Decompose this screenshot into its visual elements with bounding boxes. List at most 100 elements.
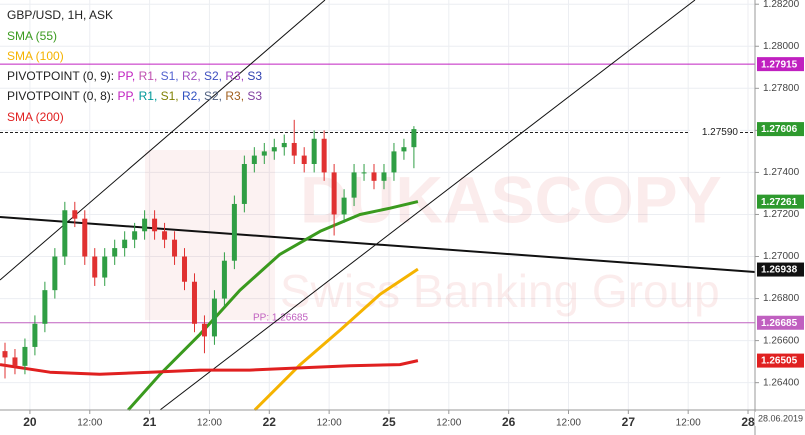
y-tick-label: 1.27400 xyxy=(763,167,800,178)
price-tag-label: 1.26938 xyxy=(761,265,798,276)
price-tag-label: 1.26505 xyxy=(761,356,798,367)
candle-body xyxy=(301,155,307,164)
candle-body xyxy=(211,298,217,337)
channel-line xyxy=(159,0,696,411)
y-tick-label: 1.27800 xyxy=(763,83,800,94)
grid xyxy=(0,0,755,410)
legend-part: S2, xyxy=(204,69,225,83)
level-label: 1.27590 xyxy=(702,127,739,138)
candle-body xyxy=(251,155,257,164)
chart-title: GBP/USD, 1H, ASK xyxy=(7,8,113,22)
level-label-bg xyxy=(690,126,740,139)
x-tick-label: 12:00 xyxy=(556,418,581,429)
candle-body xyxy=(2,351,8,358)
legend-part: PP, xyxy=(117,89,138,103)
candle-body xyxy=(172,239,178,257)
legend-entry: SMA (100) xyxy=(7,49,64,63)
candle-body xyxy=(12,357,18,366)
legend-part: S1, xyxy=(161,89,182,103)
candle-body xyxy=(191,281,197,324)
legend-part: R2, xyxy=(182,89,204,103)
candle-body xyxy=(22,346,28,366)
legend-entry: PIVOTPOINT (0, 9): PP, R1, S1, R2, S2, R… xyxy=(7,69,262,83)
trend-line xyxy=(0,216,756,273)
legend-entry: PIVOTPOINT (0, 8): PP, R1, S1, R2, S2, R… xyxy=(7,89,262,103)
sma-line xyxy=(0,359,419,376)
candle-body xyxy=(62,210,68,257)
watermark-subtitle: Swiss Banking Group xyxy=(280,265,720,317)
legend-part: S3 xyxy=(247,89,262,103)
candle-body xyxy=(321,138,327,173)
legend-part: R1, xyxy=(139,89,161,103)
price-tag-label: 1.27261 xyxy=(761,197,798,208)
candle-body xyxy=(341,197,347,215)
x-tick-label: 25 xyxy=(382,415,396,429)
x-tick-label: 26 xyxy=(502,415,516,429)
axes: 1.26400 1.26600 1.26800 1.27000 1.27200 1.274… xyxy=(23,0,804,429)
candle-body xyxy=(281,142,287,148)
candle-body xyxy=(142,218,148,232)
price-tag xyxy=(757,353,804,368)
candle-body xyxy=(361,172,367,174)
legend-name: PIVOTPOINT (0, 9): xyxy=(7,69,117,83)
legend-part: R3, xyxy=(225,89,247,103)
candle-body xyxy=(371,172,377,181)
date-box xyxy=(755,412,805,426)
legend-part: PP, xyxy=(117,69,138,83)
price-tag-label: 1.27606 xyxy=(761,124,798,135)
x-tick-label: 21 xyxy=(143,415,157,429)
y-tick-label: 1.28200 xyxy=(763,0,800,10)
candle-body xyxy=(221,260,227,299)
x-tick-label: 20 xyxy=(23,415,37,429)
channel-line xyxy=(0,0,326,281)
x-tick-label: 12:00 xyxy=(197,418,222,429)
candle-body xyxy=(351,172,357,198)
sma-line xyxy=(253,267,419,412)
candle-body xyxy=(311,138,317,164)
price-tag xyxy=(757,315,804,330)
x-tick-label: 28 xyxy=(741,415,755,429)
x-tick-label: 12:00 xyxy=(317,418,342,429)
y-tick-label: 1.26600 xyxy=(763,335,800,346)
candle-body xyxy=(261,151,267,156)
watermark-title: DUKASCOPY xyxy=(300,162,722,236)
price-tag-label: 1.27915 xyxy=(761,59,798,70)
price-tag-label: 1.26685 xyxy=(761,318,798,329)
candle-body xyxy=(32,323,38,347)
legend-entry: SMA (200) xyxy=(7,110,64,124)
candle-body xyxy=(201,323,207,337)
price-tag xyxy=(757,122,804,137)
legend-part: R2, xyxy=(182,69,204,83)
candle-body xyxy=(52,256,58,291)
legend-part: R1, xyxy=(139,69,161,83)
candle-body xyxy=(391,151,397,173)
legend-entry: SMA (55) xyxy=(7,29,57,43)
y-tick-label: 1.26800 xyxy=(763,293,800,304)
y-tick-label: 1.27200 xyxy=(763,209,800,220)
candle-body xyxy=(102,256,108,278)
legend-name: PIVOTPOINT (0, 8): xyxy=(7,89,117,103)
candle-body xyxy=(271,147,277,152)
candle-body xyxy=(241,164,247,204)
x-tick-label: 27 xyxy=(622,415,636,429)
candle-body xyxy=(152,218,158,232)
candle-body xyxy=(122,239,128,249)
sma-line xyxy=(127,200,419,411)
candle-body xyxy=(72,210,78,219)
candle-body xyxy=(381,172,387,181)
candle-body xyxy=(401,147,407,152)
y-tick-label: 1.26400 xyxy=(763,377,800,388)
candle-body xyxy=(82,218,88,257)
legend-part: R3, xyxy=(225,69,247,83)
legend-part: S2, xyxy=(204,89,225,103)
candle-body xyxy=(182,256,188,282)
candle-body xyxy=(291,142,297,156)
x-tick-label: 22 xyxy=(263,415,277,429)
candle-body xyxy=(112,248,118,257)
candle-body xyxy=(331,172,337,215)
x-tick-label: 12:00 xyxy=(676,418,701,429)
candle-body xyxy=(231,203,237,261)
legend-part: S3 xyxy=(247,69,262,83)
price-tag xyxy=(757,57,804,72)
price-tag xyxy=(757,262,804,277)
